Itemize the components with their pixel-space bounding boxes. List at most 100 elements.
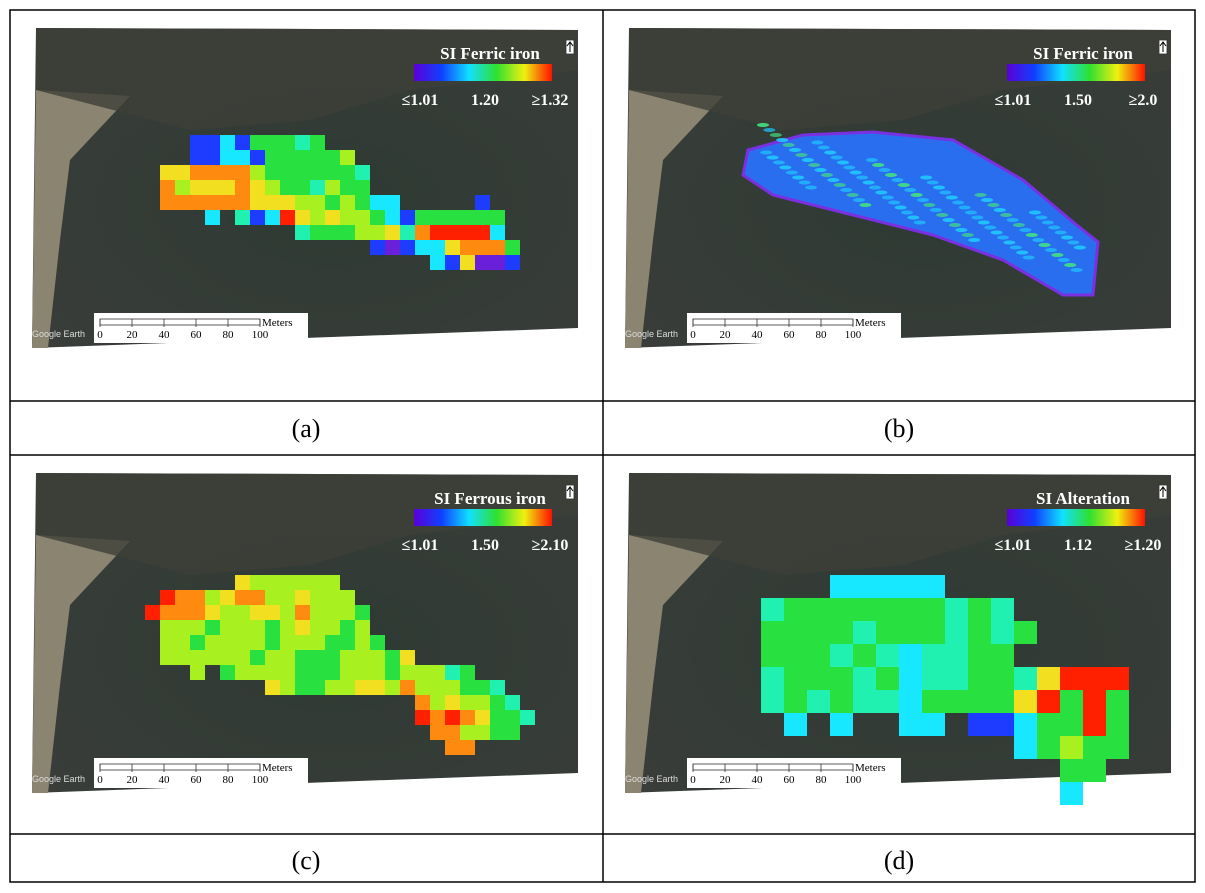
pixel-cell bbox=[853, 598, 876, 621]
pixel-cell bbox=[280, 135, 295, 150]
pixel-cell bbox=[991, 713, 1014, 736]
blob-speckle bbox=[968, 238, 980, 242]
scale-label: 20 bbox=[127, 329, 139, 341]
legend-min: ≤1.01 bbox=[402, 537, 439, 554]
pixel-cell bbox=[160, 180, 175, 195]
scale-label: 100 bbox=[845, 774, 862, 786]
pixel-cell bbox=[968, 621, 991, 644]
pixel-cell bbox=[190, 635, 205, 650]
pixel-cell bbox=[295, 225, 310, 240]
blob-speckle bbox=[882, 196, 894, 200]
pixel-cell bbox=[945, 667, 968, 690]
blob-speckle bbox=[895, 206, 907, 210]
pixel-cell bbox=[445, 255, 460, 270]
pixel-cell bbox=[1083, 736, 1106, 759]
blob-speckle bbox=[971, 216, 983, 220]
pixel-cell bbox=[295, 180, 310, 195]
pixel-cell bbox=[190, 665, 205, 680]
pixel-cell bbox=[205, 195, 220, 210]
pixel-cell bbox=[280, 665, 295, 680]
scale-label: 60 bbox=[784, 774, 796, 786]
pixel-cell bbox=[250, 575, 265, 590]
pixel-cell bbox=[853, 621, 876, 644]
blob-speckle bbox=[949, 223, 961, 227]
pixel-cell bbox=[190, 135, 205, 150]
pixel-cell bbox=[280, 195, 295, 210]
pixel-cell bbox=[807, 621, 830, 644]
blob-speckle bbox=[1045, 248, 1057, 252]
pixel-cell bbox=[280, 605, 295, 620]
pixel-cell bbox=[310, 575, 325, 590]
pixel-cell bbox=[145, 605, 160, 620]
pixel-cell bbox=[325, 150, 340, 165]
pixel-cell bbox=[235, 620, 250, 635]
blob-speckle bbox=[837, 161, 849, 165]
pixel-cell bbox=[325, 620, 340, 635]
pixel-cell bbox=[340, 165, 355, 180]
pixel-cell bbox=[830, 667, 853, 690]
legend-max: ≥2.0 bbox=[1129, 92, 1158, 109]
pixel-cell bbox=[295, 135, 310, 150]
scale-label: 80 bbox=[816, 774, 828, 786]
blob-speckle bbox=[850, 171, 862, 175]
map-panel: SI Alteration≤1.011.12≥1.20020406080100M… bbox=[625, 473, 1171, 875]
blob-speckle bbox=[805, 186, 817, 190]
pixel-cell bbox=[340, 635, 355, 650]
pixel-cell bbox=[355, 635, 370, 650]
pixel-cell bbox=[340, 195, 355, 210]
pixel-cell bbox=[280, 680, 295, 695]
scale-label: 80 bbox=[223, 774, 235, 786]
pixel-cell bbox=[445, 740, 460, 755]
blob-speckle bbox=[920, 176, 932, 180]
pixel-cell bbox=[784, 598, 807, 621]
blob-speckle bbox=[946, 196, 958, 200]
pixel-cell bbox=[761, 667, 784, 690]
pixel-cell bbox=[355, 195, 370, 210]
pixel-cell bbox=[945, 598, 968, 621]
pixel-cell bbox=[490, 695, 505, 710]
pixel-cell bbox=[1014, 621, 1037, 644]
pixel-cell bbox=[355, 165, 370, 180]
pixel-cell bbox=[475, 710, 490, 725]
pixel-cell bbox=[876, 644, 899, 667]
pixel-cell bbox=[295, 620, 310, 635]
pixel-cell bbox=[761, 644, 784, 667]
pixel-cell bbox=[265, 180, 280, 195]
pixel-cell bbox=[220, 605, 235, 620]
legend-colorbar bbox=[414, 64, 552, 81]
pixel-cell bbox=[415, 695, 430, 710]
pixel-cell bbox=[490, 240, 505, 255]
pixel-cell bbox=[945, 644, 968, 667]
blob-speckle bbox=[760, 151, 772, 155]
pixel-cell bbox=[830, 713, 853, 736]
map-panel: SI Ferrous iron≤1.011.50≥2.1002040608010… bbox=[32, 473, 578, 875]
blob-speckle bbox=[799, 181, 811, 185]
pixel-cell bbox=[340, 150, 355, 165]
pixel-cell bbox=[250, 210, 265, 225]
pixel-cell bbox=[370, 240, 385, 255]
blob-speckle bbox=[834, 183, 846, 187]
pixel-cell bbox=[250, 165, 265, 180]
scale-label: 60 bbox=[191, 774, 203, 786]
blob-speckle bbox=[840, 188, 852, 192]
pixel-cell bbox=[265, 590, 280, 605]
pixel-cell bbox=[807, 598, 830, 621]
scale-label: 0 bbox=[97, 329, 103, 341]
pixel-cell bbox=[205, 605, 220, 620]
blob-speckle bbox=[879, 168, 891, 172]
pixel-cell bbox=[991, 667, 1014, 690]
pixel-cell bbox=[220, 635, 235, 650]
watermark: Google Earth bbox=[32, 329, 85, 339]
pixel-cell bbox=[430, 225, 445, 240]
pixel-cell bbox=[430, 210, 445, 225]
pixel-cell bbox=[445, 680, 460, 695]
pixel-cell bbox=[235, 605, 250, 620]
blob-speckle bbox=[767, 156, 779, 160]
scale-unit: Meters bbox=[855, 762, 886, 774]
pixel-cell bbox=[430, 710, 445, 725]
pixel-cell bbox=[807, 690, 830, 713]
pixel-cell bbox=[370, 665, 385, 680]
pixel-cell bbox=[265, 635, 280, 650]
blob-speckle bbox=[792, 176, 804, 180]
pixel-cell bbox=[205, 620, 220, 635]
